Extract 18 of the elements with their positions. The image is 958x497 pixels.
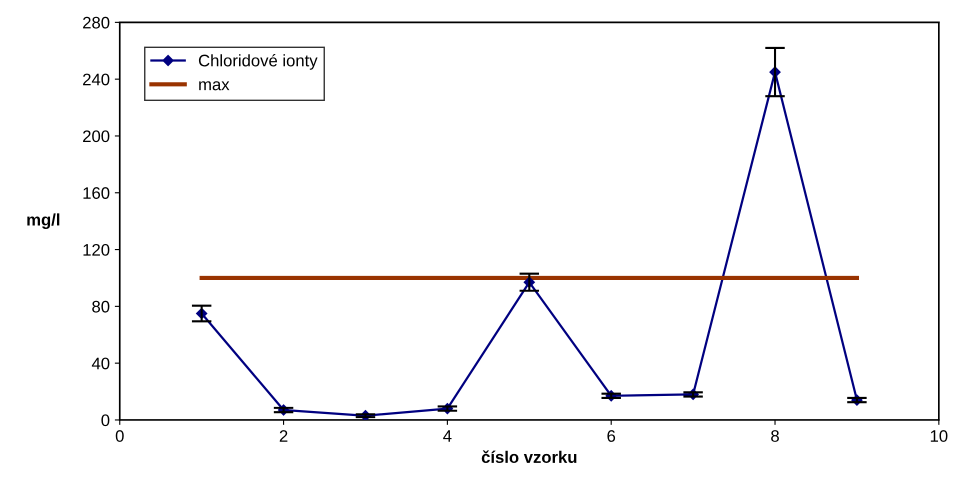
y-tick-label: 120 <box>83 244 110 256</box>
x-tick-label: 6 <box>607 430 616 442</box>
y-axis-title: mg/l <box>27 213 60 229</box>
x-tick-label: 4 <box>443 430 452 442</box>
legend-label: max <box>199 81 230 90</box>
y-tick-label: 160 <box>83 187 110 199</box>
x-axis-title: číslo vzorku <box>482 450 576 464</box>
x-tick-label: 10 <box>930 430 948 442</box>
x-tick-label: 8 <box>771 430 779 442</box>
y-tick-label: 280 <box>83 16 110 29</box>
y-tick-label: 240 <box>83 74 110 86</box>
y-tick-label: 0 <box>101 414 110 426</box>
x-tick-label: 0 <box>116 430 124 442</box>
x-tick-label: 2 <box>280 430 288 442</box>
legend-label: Chloridové ionty <box>198 54 318 70</box>
y-tick-label: 40 <box>92 358 110 370</box>
y-tick-label: 200 <box>83 130 110 142</box>
y-tick-label: 80 <box>92 300 110 313</box>
